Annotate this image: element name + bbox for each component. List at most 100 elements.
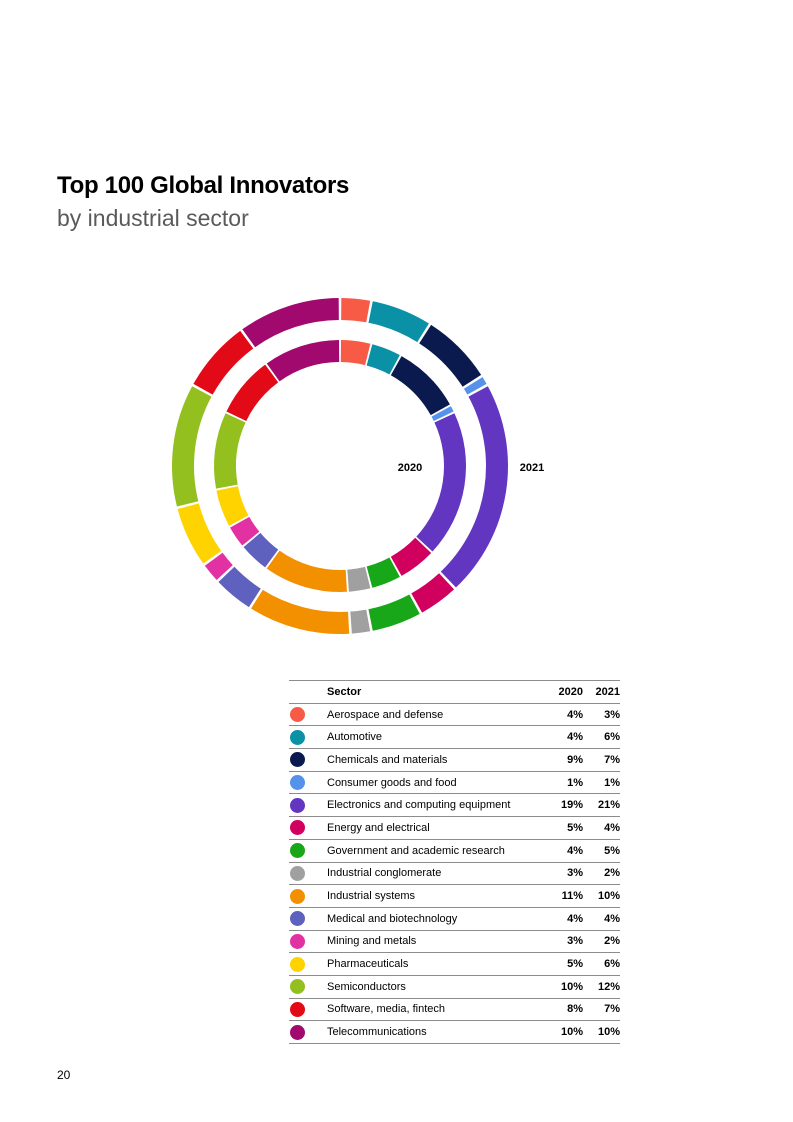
legend-color-cell	[289, 725, 327, 750]
value-2020-number: 4	[567, 708, 574, 721]
legend-row-medical-and-biotechnology: Medical and biotechnology 4% 4%	[289, 907, 620, 931]
legend-value-2021: 2%	[583, 930, 620, 954]
value-2020-unit: %	[573, 844, 583, 857]
value-2020-number: 8	[567, 1003, 574, 1016]
value-2020-number: 19	[560, 799, 574, 812]
legend-value-2021: 7%	[583, 748, 620, 772]
value-2020-number: 3	[567, 867, 574, 880]
legend-value-2021: 6%	[583, 952, 620, 976]
value-2020-number: 5	[567, 821, 574, 834]
value-2021-number: 2	[604, 935, 611, 948]
legend-row-software-media-fintech: Software, media, fintech 8% 7%	[289, 998, 620, 1022]
legend-row-semiconductors: Semiconductors 10% 12%	[289, 975, 620, 999]
value-2020-unit: %	[573, 958, 583, 971]
page-number: 20	[57, 1068, 71, 1082]
value-2021-unit: %	[610, 935, 620, 948]
value-2020-unit: %	[573, 731, 583, 744]
slice-2021-electronics-and-computing-equipment	[440, 386, 509, 588]
value-2020-unit: %	[573, 890, 583, 903]
slice-2021-mining-and-metals	[204, 552, 233, 581]
value-2021-number: 7	[604, 1003, 611, 1016]
value-2021-number: 6	[604, 731, 611, 744]
value-2020-unit: %	[573, 867, 583, 880]
legend-sector-name: Energy and electrical	[327, 816, 547, 840]
slice-2021-aerospace-and-defense	[341, 298, 371, 323]
slice-2021-automotive	[368, 301, 429, 343]
sector-legend-table: Sector 2020 2021 Aerospace and defense 4%…	[289, 680, 620, 1044]
slice-2020-electronics-and-computing-equipment	[416, 413, 467, 552]
legend-color-dot	[290, 1001, 305, 1017]
slice-2021-government-and-academic-research	[368, 594, 420, 631]
legend-color-cell	[289, 975, 327, 999]
legend-color-dot	[290, 933, 305, 949]
value-2021-unit: %	[610, 1026, 620, 1039]
value-2020-number: 5	[567, 958, 574, 971]
slice-2021-pharmaceuticals	[177, 503, 222, 564]
legend-value-2021: 12%	[583, 975, 620, 999]
legend-color-dot	[290, 820, 305, 836]
value-2020-unit: %	[573, 753, 583, 766]
legend-value-2020: 4%	[547, 839, 583, 863]
slice-2020-semiconductors	[213, 413, 246, 489]
value-2020-number: 9	[567, 753, 574, 766]
legend-value-2021: 4%	[583, 816, 620, 840]
legend-row-industrial-conglomerate: Industrial conglomerate 3% 2%	[289, 862, 620, 886]
slice-2021-software-media-fintech	[193, 330, 254, 395]
value-2021-number: 6	[604, 958, 611, 971]
legend-sector-name: Software, media, fintech	[327, 998, 547, 1022]
value-2020-unit: %	[573, 799, 583, 812]
legend-color-cell	[289, 884, 327, 908]
value-2021-unit: %	[610, 731, 620, 744]
slice-2020-aerospace-and-defense	[340, 340, 371, 366]
legend-value-2020: 4%	[547, 907, 583, 931]
value-2021-number: 10	[597, 890, 611, 903]
legend-color-dot	[290, 707, 305, 723]
legend-value-2020: 8%	[547, 998, 583, 1022]
value-2021-unit: %	[610, 980, 620, 993]
legend-sector-name: Chemicals and materials	[327, 748, 547, 772]
value-2020-unit: %	[573, 1026, 583, 1039]
legend-color-cell	[289, 839, 327, 863]
value-2021-number: 21	[597, 799, 611, 812]
value-2020-number: 11	[561, 890, 574, 903]
legend-row-pharmaceuticals: Pharmaceuticals 5% 6%	[289, 952, 620, 976]
legend-color-dot	[290, 729, 305, 745]
legend-row-aerospace-and-defense: Aerospace and defense 4% 3%	[289, 703, 620, 727]
legend-value-2020: 4%	[547, 725, 583, 750]
slice-2020-mining-and-metals	[230, 516, 260, 546]
legend-header-2020: 2020	[547, 680, 583, 704]
slice-2021-industrial-conglomerate	[350, 609, 371, 634]
legend-value-2021: 21%	[583, 793, 620, 818]
value-2021-number: 12	[597, 980, 611, 993]
value-2021-unit: %	[610, 821, 620, 834]
legend-sector-name: Government and academic research	[327, 839, 547, 863]
legend-row-industrial-systems: Industrial systems 11% 10%	[289, 884, 620, 908]
legend-sector-name: Semiconductors	[327, 975, 547, 999]
legend-value-2020: 3%	[547, 862, 583, 886]
value-2021-unit: %	[610, 844, 620, 857]
slice-2021-medical-and-biotechnology	[218, 566, 261, 608]
slice-2020-industrial-conglomerate	[347, 566, 371, 592]
legend-color-dot	[290, 911, 305, 927]
value-2020-number: 3	[567, 935, 574, 948]
legend-value-2021: 10%	[583, 1020, 620, 1044]
slice-2021-chemicals-and-materials	[419, 324, 482, 387]
legend-row-government-and-academic-research: Government and academic research 4% 5%	[289, 839, 620, 863]
value-2020-unit: %	[573, 776, 583, 789]
legend-value-2020: 10%	[547, 975, 583, 999]
slice-2020-government-and-academic-research	[366, 557, 400, 588]
value-2021-number: 5	[604, 844, 611, 857]
legend-value-2020: 19%	[547, 793, 583, 818]
legend-row-mining-and-metals: Mining and metals 3% 2%	[289, 930, 620, 954]
legend-row-automotive: Automotive 4% 6%	[289, 725, 620, 750]
slice-2020-industrial-systems	[266, 550, 347, 592]
legend-value-2021: 6%	[583, 725, 620, 750]
legend-header-blank	[289, 680, 327, 704]
legend-header-sector: Sector	[327, 680, 547, 704]
legend-value-2020: 9%	[547, 748, 583, 772]
donut-ring-2021	[171, 298, 509, 635]
legend-color-cell	[289, 1020, 327, 1044]
value-2021-number: 1	[604, 776, 611, 789]
value-2020-number: 10	[560, 1026, 574, 1039]
sector-donut-chart: 2020 2021	[171, 298, 544, 635]
